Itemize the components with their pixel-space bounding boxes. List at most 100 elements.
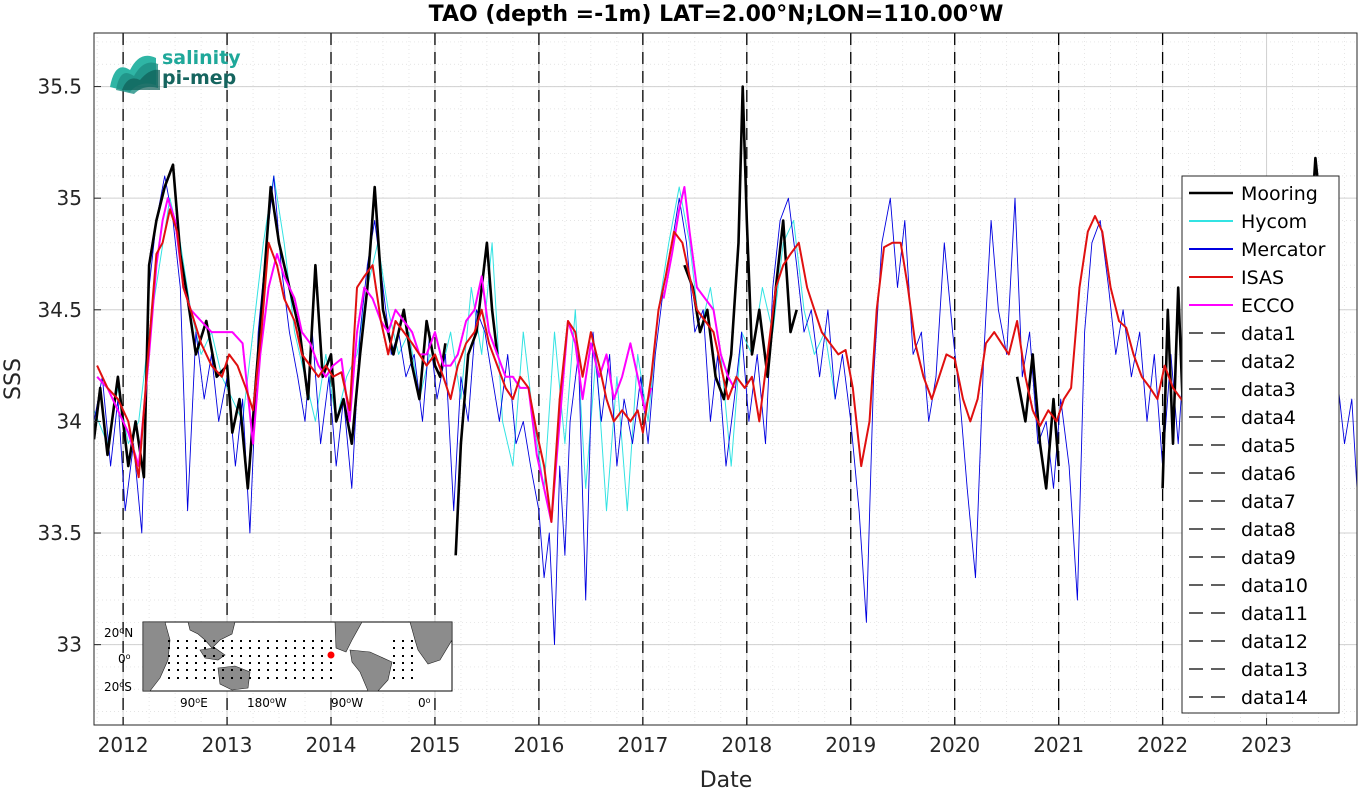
mooring-dot <box>213 669 215 671</box>
mooring-dot <box>411 655 413 657</box>
mooring-dot <box>402 677 404 679</box>
map-lon-labels: 90oE 180oW 90oW 0o <box>180 696 431 710</box>
mooring-dot <box>276 669 278 671</box>
mooring-dot <box>222 655 224 657</box>
mooring-dot <box>267 662 269 664</box>
mooring-dot <box>393 647 395 649</box>
mooring-dot <box>321 677 323 679</box>
mooring-dot <box>249 647 251 649</box>
mooring-dot <box>258 640 260 642</box>
mooring-dot <box>393 662 395 664</box>
mooring-dot <box>213 677 215 679</box>
x-tick-label: 2022 <box>1137 733 1188 757</box>
y-tick-label: 34 <box>57 409 82 433</box>
x-tick-label: 2012 <box>98 733 149 757</box>
x-tick-label: 2021 <box>1033 733 1084 757</box>
wave-logo-icon <box>110 55 160 94</box>
mooring-dot <box>186 662 188 664</box>
map-lat-labels: 20oN 0o 20oS <box>104 626 133 694</box>
mooring-dot <box>276 662 278 664</box>
mooring-dot <box>321 647 323 649</box>
mooring-dot <box>393 677 395 679</box>
x-tick-label: 2020 <box>929 733 980 757</box>
mooring-dot <box>393 640 395 642</box>
legend-label-mercator: Mercator <box>1241 239 1326 261</box>
mooring-dot <box>276 655 278 657</box>
mooring-dot <box>276 677 278 679</box>
mooring-dot <box>330 647 332 649</box>
mooring-dot <box>267 647 269 649</box>
mooring-dot <box>240 662 242 664</box>
mooring-dot <box>177 677 179 679</box>
mooring-dot <box>168 655 170 657</box>
mooring-dot <box>312 640 314 642</box>
mooring-dot <box>204 647 206 649</box>
mooring-dot <box>240 655 242 657</box>
legend-box <box>1181 175 1340 714</box>
mooring-dot <box>177 662 179 664</box>
mooring-dot <box>258 677 260 679</box>
legend-label-data13: data13 <box>1241 659 1308 681</box>
mooring-dot <box>213 647 215 649</box>
mooring-dot <box>312 655 314 657</box>
chart-title: TAO (depth =-1m) LAT=2.00°N;LON=110.00°W <box>429 2 1004 27</box>
legend-label-data4: data4 <box>1241 407 1296 429</box>
mooring-dot <box>249 640 251 642</box>
mooring-dot <box>402 662 404 664</box>
x-tick-label: 2023 <box>1241 733 1292 757</box>
mooring-dot <box>294 669 296 671</box>
legend-label-data8: data8 <box>1241 519 1296 541</box>
series-layer <box>94 85 1357 646</box>
mooring-dot <box>204 669 206 671</box>
mooring-dot <box>276 640 278 642</box>
mooring-dot <box>258 669 260 671</box>
mooring-dot <box>294 655 296 657</box>
mooring-dot <box>222 662 224 664</box>
mooring-dot <box>177 655 179 657</box>
x-tick-label: 2016 <box>513 733 564 757</box>
x-tick-label: 2015 <box>410 733 461 757</box>
mooring-dot <box>195 655 197 657</box>
mooring-dot <box>186 677 188 679</box>
mooring-dot <box>186 647 188 649</box>
mooring-dot <box>231 677 233 679</box>
mooring-dot <box>240 647 242 649</box>
map-lon-180w: 180oW <box>247 696 287 710</box>
mooring-dot <box>285 669 287 671</box>
mooring-dot <box>267 640 269 642</box>
mooring-dot <box>213 655 215 657</box>
mooring-dot <box>222 677 224 679</box>
mooring-dot <box>393 669 395 671</box>
mooring-dot <box>231 655 233 657</box>
y-tick-label: 35 <box>57 186 82 210</box>
mooring-dot <box>303 655 305 657</box>
mooring-dot <box>195 669 197 671</box>
mooring-dot <box>249 662 251 664</box>
mooring-dot <box>249 669 251 671</box>
mooring-dot <box>294 662 296 664</box>
map-lat-20n: 20oN <box>104 626 133 640</box>
mooring-dot <box>168 662 170 664</box>
mooring-dot <box>294 647 296 649</box>
mooring-dot <box>204 640 206 642</box>
mooring-dot <box>267 655 269 657</box>
mooring-dot <box>393 655 395 657</box>
mooring-dot <box>411 669 413 671</box>
mooring-dot <box>222 640 224 642</box>
series-mooring-line <box>454 241 499 556</box>
mooring-dot <box>231 669 233 671</box>
mooring-dot <box>285 647 287 649</box>
y-ticks: 33 33.5 34 34.5 35 35.5 <box>37 75 101 657</box>
mooring-dot <box>195 662 197 664</box>
mooring-dot <box>177 647 179 649</box>
mooring-dot <box>294 677 296 679</box>
mooring-dot <box>168 640 170 642</box>
mooring-dot <box>240 677 242 679</box>
mooring-dot <box>231 640 233 642</box>
y-tick-label: 35.5 <box>37 75 82 99</box>
mooring-dot <box>312 669 314 671</box>
mooring-dot <box>258 655 260 657</box>
mooring-dot <box>258 647 260 649</box>
mooring-dot <box>330 677 332 679</box>
